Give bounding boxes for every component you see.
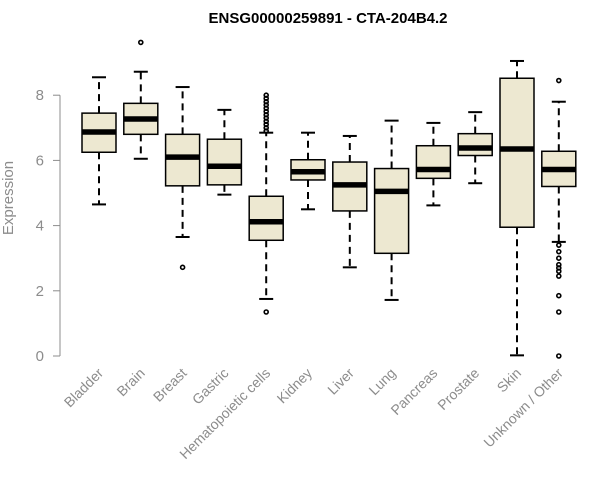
outlier-point (555, 255, 562, 262)
iqr-box (248, 195, 284, 242)
box-group (499, 59, 535, 357)
outlier-point (555, 242, 562, 248)
outlier-point (555, 292, 562, 299)
iqr-box (206, 138, 243, 186)
iqr-box (415, 144, 452, 180)
y-tick-label: 8 (36, 87, 44, 104)
y-axis-label: Expression (0, 161, 17, 235)
x-tick-label: Bladder (61, 365, 107, 411)
outlier-point (263, 92, 270, 98)
y-tick-label: 4 (36, 218, 44, 235)
box-group (123, 39, 159, 160)
y-axis: 0 2 4 6 8 (36, 87, 61, 365)
iqr-box (457, 132, 493, 157)
iqr-box (164, 133, 201, 187)
box-group (415, 121, 452, 207)
x-tick-label: Brain (113, 365, 147, 399)
box-group (164, 86, 201, 271)
iqr-box (373, 167, 410, 255)
x-tick-label: Unknown / Other (480, 365, 566, 451)
chart-title: ENSG00000259891 - CTA-204B4.2 (208, 10, 447, 27)
x-tick-label: Liver (324, 365, 357, 398)
box-group (541, 77, 577, 359)
outlier-point (555, 353, 562, 359)
box-group (457, 111, 493, 185)
x-tick-label: Prostate (434, 365, 482, 413)
y-tick-label: 0 (36, 348, 44, 365)
y-tick-label: 2 (36, 283, 44, 300)
box-group (248, 92, 284, 315)
x-tick-label: Kidney (274, 365, 316, 407)
y-tick-label: 6 (36, 152, 44, 169)
outlier-point (555, 309, 562, 315)
outlier-point (555, 77, 562, 84)
outlier-point (555, 273, 562, 279)
iqr-box (499, 77, 535, 228)
box-group (373, 119, 410, 301)
outlier-point (555, 248, 562, 255)
outlier-point (138, 39, 144, 46)
box-group (290, 131, 326, 211)
x-tick-label: Breast (150, 365, 190, 405)
x-tick-label: Lung (365, 365, 398, 398)
box-series (81, 39, 577, 359)
outlier-point (555, 261, 562, 268)
x-tick-label: Skin (494, 365, 525, 396)
box-group (206, 108, 243, 196)
box-group (81, 76, 117, 206)
box-group (332, 134, 368, 269)
outlier-point (179, 264, 186, 271)
outlier-point (263, 309, 270, 315)
